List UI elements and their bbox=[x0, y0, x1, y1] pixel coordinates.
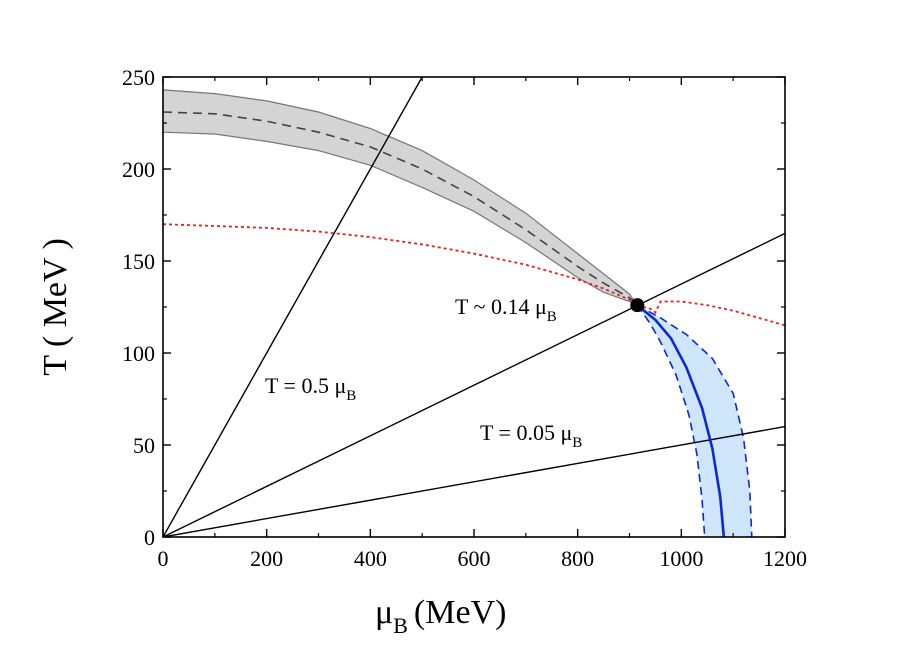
x-axis-title-symbol: μ bbox=[375, 594, 393, 631]
x-axis-title-subscript: B bbox=[393, 613, 408, 638]
x-tick-label: 0 bbox=[158, 546, 169, 571]
ray-line-1 bbox=[163, 232, 785, 537]
ray-line-0 bbox=[163, 77, 423, 537]
grey-band-fill bbox=[163, 89, 638, 306]
ray-label-steep: T = 0.5 μB bbox=[265, 373, 356, 404]
x-tick-label: 1000 bbox=[659, 546, 703, 571]
x-tick-label: 1200 bbox=[763, 546, 807, 571]
y-tick-label: 0 bbox=[144, 525, 155, 550]
x-axis-title-unit: (MeV) bbox=[414, 594, 507, 631]
axis-labels: 0 200 400 600 800 1000 1200 0 50 100 150 200 250 bbox=[122, 65, 807, 571]
y-tick-label: 100 bbox=[122, 341, 155, 366]
blue-band-fill bbox=[637, 305, 752, 537]
ray-label-critical-sub: B bbox=[547, 309, 557, 325]
plot-area bbox=[163, 77, 785, 537]
x-axis-title: μB (MeV) bbox=[375, 594, 506, 638]
red-crossover-line bbox=[163, 223, 638, 306]
x-tick-label: 400 bbox=[354, 546, 387, 571]
ray-label-steep-sub: B bbox=[346, 388, 356, 404]
x-tick-label: 600 bbox=[458, 546, 491, 571]
ray-label-steep-text: T = 0.5 μ bbox=[265, 373, 346, 398]
y-tick-label: 50 bbox=[133, 433, 155, 458]
blue-band-outer-dashed bbox=[636, 304, 753, 537]
y-axis-title: T ( MeV ) bbox=[37, 238, 74, 376]
critical-point-marker bbox=[630, 298, 645, 313]
y-tick-label: 250 bbox=[122, 65, 155, 90]
grey-band-center-line bbox=[163, 111, 638, 306]
x-tick-label: 800 bbox=[561, 546, 594, 571]
y-tick-label: 150 bbox=[122, 249, 155, 274]
ray-label-critical-text: T ~ 0.14 μ bbox=[455, 294, 547, 319]
ray-label-shallow-sub: B bbox=[572, 435, 582, 451]
ray-label-critical: T ~ 0.14 μB bbox=[455, 294, 557, 325]
blue-first-order-line bbox=[636, 304, 726, 537]
y-tick-label: 200 bbox=[122, 157, 155, 182]
grey-band-upper-edge bbox=[163, 89, 638, 306]
ray-label-shallow-text: T = 0.05 μ bbox=[480, 420, 572, 445]
x-tick-label: 200 bbox=[250, 546, 283, 571]
ray-label-shallow: T = 0.05 μB bbox=[480, 420, 582, 451]
blue-band-inner-dashed bbox=[636, 304, 706, 537]
ray-line-2 bbox=[163, 425, 785, 537]
axis-ticks bbox=[162, 76, 786, 538]
grey-band-lower-edge bbox=[163, 131, 638, 306]
